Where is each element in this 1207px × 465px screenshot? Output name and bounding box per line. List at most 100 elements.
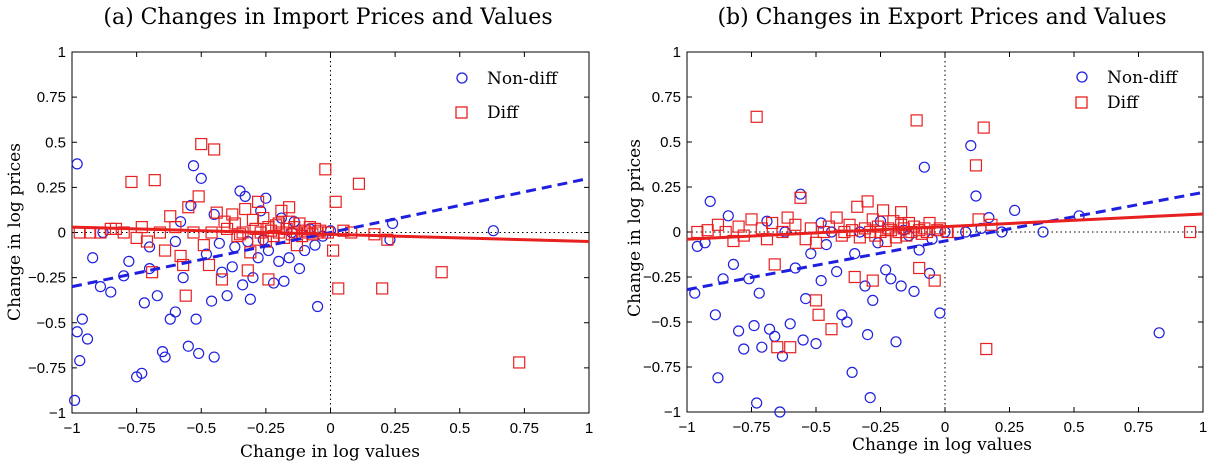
import-panel: (a) Changes in Import Prices and Values … bbox=[0, 0, 600, 465]
nondiff-point bbox=[1009, 204, 1021, 216]
diff-point bbox=[158, 244, 172, 257]
y-tick-label: −0.5 bbox=[36, 315, 66, 332]
diff-point bbox=[246, 213, 260, 226]
diff-point bbox=[252, 233, 265, 246]
legend-label-diff: Diff bbox=[1107, 93, 1140, 113]
x-tick-label: 0.25 bbox=[995, 419, 1024, 436]
diff-point bbox=[192, 190, 205, 203]
nondiff-point bbox=[895, 280, 907, 292]
nondiff-point bbox=[208, 351, 220, 363]
y-tick-label: 0.25 bbox=[652, 179, 681, 196]
diff-fit-line bbox=[686, 212, 1204, 241]
legend-marker-diff bbox=[1075, 96, 1088, 109]
nondiff-point bbox=[751, 397, 763, 409]
diff-point bbox=[177, 258, 190, 272]
nondiff-point bbox=[177, 272, 189, 284]
diff-point bbox=[244, 246, 257, 259]
nondiff-point bbox=[94, 281, 107, 293]
nondiff-point bbox=[784, 318, 796, 330]
nondiff-point bbox=[221, 290, 233, 302]
chart-title: (b) Changes in Export Prices and Values bbox=[717, 5, 1166, 30]
y-axis-label: Change in log prices bbox=[5, 143, 25, 321]
nondiff-point bbox=[965, 140, 977, 152]
y-tick-label: 0 bbox=[673, 224, 681, 241]
diff-point bbox=[153, 226, 166, 239]
nondiff-point bbox=[885, 273, 897, 285]
x-tick-label: −1 bbox=[63, 420, 80, 437]
nondiff-point bbox=[1037, 226, 1049, 238]
x-tick-label: 0 bbox=[941, 419, 949, 436]
nondiff-point bbox=[71, 158, 83, 170]
nondiff-point bbox=[76, 313, 88, 325]
diff-point bbox=[169, 220, 182, 234]
nondiff-point bbox=[880, 264, 892, 276]
diff-point bbox=[352, 177, 366, 190]
diff-point bbox=[980, 342, 993, 356]
diff-point bbox=[776, 225, 789, 239]
diff-point bbox=[239, 202, 252, 216]
diff-point bbox=[210, 206, 223, 219]
y-tick-label: 0.75 bbox=[37, 89, 66, 106]
nondiff-point bbox=[849, 248, 861, 260]
diff-point bbox=[895, 206, 908, 219]
y-tick-label: 1 bbox=[673, 44, 681, 61]
nondiff-fit-line bbox=[71, 176, 590, 289]
y-tick-label: −0.75 bbox=[643, 359, 681, 376]
nondiff-point bbox=[193, 347, 205, 360]
import-chart: (a) Changes in Import Prices and Values … bbox=[5, 5, 593, 462]
x-tick-label: 1 bbox=[585, 420, 593, 437]
nondiff-point bbox=[831, 266, 843, 278]
diff-point bbox=[179, 289, 192, 302]
x-tick-label: 0.75 bbox=[1124, 419, 1153, 436]
y-tick-label: 0.5 bbox=[660, 134, 681, 151]
diff-point bbox=[174, 249, 187, 263]
diff-point bbox=[711, 218, 725, 231]
diff-point bbox=[913, 261, 926, 275]
diff-point bbox=[275, 204, 288, 217]
nondiff-point bbox=[748, 320, 760, 332]
axis-ticks: −1 −0.75 −0.5 −0.25 0 0.25 0.5 0.75 1 −1 −0.75 −0.5… bbox=[643, 44, 1207, 436]
legend: Non-diff Diff bbox=[1075, 68, 1179, 113]
diff-point bbox=[876, 204, 890, 217]
y-tick-label: −0.25 bbox=[28, 270, 66, 287]
nondiff-point bbox=[156, 346, 169, 358]
y-tick-label: −1 bbox=[49, 405, 66, 422]
nondiff-point bbox=[841, 316, 853, 328]
x-axis-label: Change in log values bbox=[240, 442, 420, 462]
legend-label-nondiff: Non-diff bbox=[487, 69, 559, 89]
y-tick-label: 0.75 bbox=[652, 89, 681, 106]
x-tick-label: −0.25 bbox=[247, 420, 285, 437]
x-tick-label: −0.75 bbox=[118, 420, 156, 437]
fit-lines bbox=[686, 190, 1204, 292]
diff-point bbox=[215, 273, 229, 286]
diff-point bbox=[182, 201, 195, 214]
diff-point bbox=[332, 282, 345, 295]
nondiff-point bbox=[890, 336, 902, 348]
nondiff-point bbox=[934, 307, 946, 319]
diff-point bbox=[187, 226, 200, 239]
nondiff-point bbox=[996, 226, 1008, 238]
nondiff-point bbox=[187, 160, 200, 172]
diff-point bbox=[321, 226, 335, 239]
diff-point bbox=[750, 110, 763, 123]
nondiff-point bbox=[164, 313, 176, 325]
diff-point bbox=[784, 341, 797, 354]
nondiff-point bbox=[81, 333, 94, 345]
legend-label-diff: Diff bbox=[487, 103, 520, 123]
fit-lines bbox=[71, 176, 590, 289]
x-tick-label: −0.5 bbox=[186, 420, 216, 437]
diff-point bbox=[270, 219, 283, 232]
nondiff-point bbox=[273, 255, 285, 267]
nondiff-point bbox=[213, 237, 225, 249]
nondiff-point bbox=[105, 286, 117, 298]
diff-point bbox=[218, 215, 231, 228]
diff-point bbox=[148, 174, 161, 187]
diff-point bbox=[760, 233, 774, 246]
nondiff-point bbox=[1153, 327, 1165, 339]
diff-point bbox=[745, 213, 758, 226]
nondiff-point bbox=[151, 290, 163, 302]
diff-point bbox=[314, 224, 327, 237]
x-tick-label: 0.5 bbox=[449, 420, 470, 437]
axis-ticks: −1 −0.75 −0.5 −0.25 0 0.25 0.5 0.75 1 −1 −0.75 −0.5… bbox=[28, 44, 593, 437]
nondiff-point bbox=[487, 225, 499, 237]
